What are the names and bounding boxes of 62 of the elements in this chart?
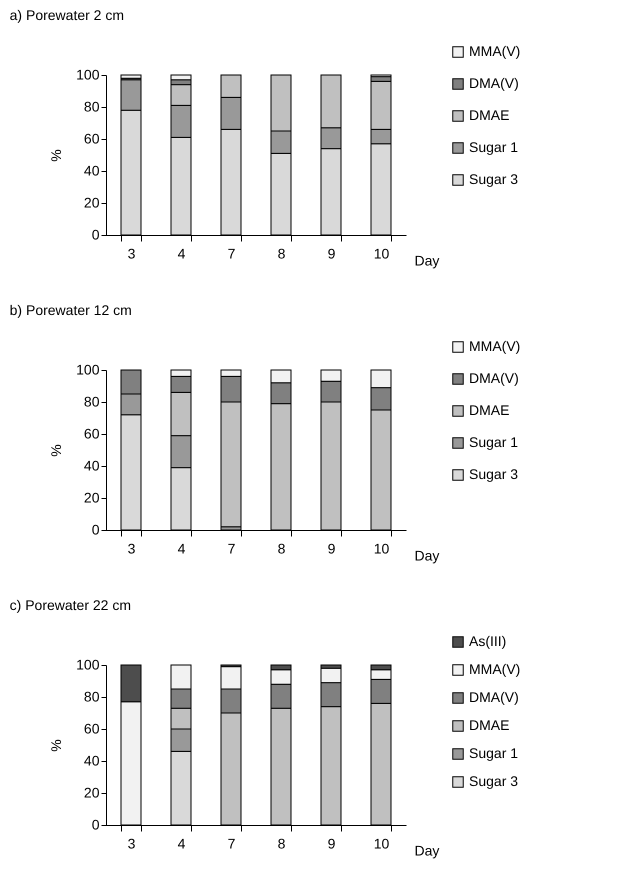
x-tick-label: 7 — [228, 246, 236, 262]
legend-label: MMA(V) — [469, 661, 520, 677]
x-tick-label: 9 — [328, 836, 336, 852]
x-tick-label: 8 — [278, 246, 286, 262]
x-axis-title: Day — [414, 548, 440, 564]
x-tick-label: 3 — [128, 540, 136, 556]
legend-label: DMAE — [469, 107, 510, 123]
y-tick-label: 40 — [84, 752, 100, 768]
legend-label: As(III) — [469, 633, 506, 649]
y-tick-label: 60 — [84, 720, 100, 736]
legend-label: DMAE — [469, 717, 510, 733]
legend-label: Sugar 3 — [469, 171, 518, 187]
y-tick-label: 40 — [84, 162, 100, 178]
legend-label: DMA(V) — [469, 75, 519, 91]
y-tick-label: 60 — [84, 426, 100, 442]
y-tick-label: 80 — [84, 394, 100, 410]
y-tick-label: 0 — [92, 816, 100, 832]
y-tick-label: 20 — [84, 194, 100, 210]
x-axis-title: Day — [414, 252, 440, 268]
y-tick-label: 0 — [92, 522, 100, 538]
x-tick-label: 3 — [128, 246, 136, 262]
y-tick-label: 20 — [84, 490, 100, 506]
legend-label: MMA(V) — [469, 43, 520, 59]
y-tick-label: 0 — [92, 226, 100, 242]
x-tick-label: 8 — [278, 540, 286, 556]
y-tick-label: 60 — [84, 130, 100, 146]
legend-label: Sugar 1 — [469, 745, 518, 761]
bar — [120, 74, 142, 79]
x-tick-label: 10 — [374, 246, 390, 262]
y-tick-label: 100 — [76, 66, 100, 82]
legend-label: MMA(V) — [469, 338, 520, 354]
x-tick-label: 4 — [178, 246, 186, 262]
legend-label: Sugar 1 — [469, 434, 518, 450]
y-tick-label: 20 — [84, 784, 100, 800]
y-axis-title: % — [48, 444, 64, 457]
legend-label: DMAE — [469, 402, 510, 418]
y-tick-label: 100 — [76, 362, 100, 378]
chart-title: b) Porewater 12 cm — [10, 302, 132, 318]
y-tick-label: 40 — [84, 458, 100, 474]
x-tick-label: 7 — [228, 836, 236, 852]
y-tick-label: 80 — [84, 688, 100, 704]
y-tick-label: 80 — [84, 98, 100, 114]
x-tick-label: 10 — [374, 836, 390, 852]
x-tick-label: 3 — [128, 836, 136, 852]
chart-title: a) Porewater 2 cm — [10, 7, 124, 23]
x-tick-label: 9 — [328, 540, 336, 556]
legend-label: DMA(V) — [469, 370, 519, 386]
y-axis-title: % — [48, 149, 64, 162]
x-tick-label: 4 — [178, 540, 186, 556]
x-tick-label: 4 — [178, 836, 186, 852]
chart-title: c) Porewater 22 cm — [10, 597, 132, 613]
y-axis-title: % — [48, 739, 64, 752]
x-tick-label: 9 — [328, 246, 336, 262]
x-axis-title: Day — [414, 842, 440, 858]
legend-label: DMA(V) — [469, 689, 519, 705]
legend-label: Sugar 1 — [469, 139, 518, 155]
x-tick-label: 8 — [278, 836, 286, 852]
legend-label: Sugar 3 — [469, 773, 518, 789]
y-tick-label: 100 — [76, 656, 100, 672]
x-tick-label: 7 — [228, 540, 236, 556]
x-tick-label: 10 — [374, 540, 390, 556]
legend-label: Sugar 3 — [469, 466, 518, 482]
